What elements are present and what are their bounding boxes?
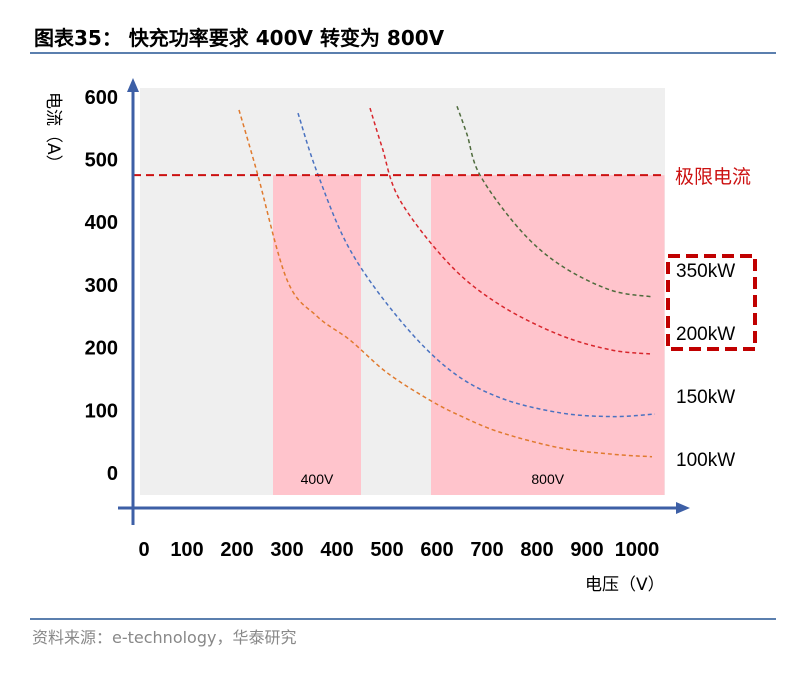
x-axis-arrow-icon: [676, 502, 690, 514]
y-tick-label: 400: [85, 212, 118, 234]
power-curve-350kW: [456, 105, 653, 298]
y-tick-label: 0: [107, 463, 118, 485]
y-axis-arrow-icon: [127, 78, 139, 92]
x-axis-title: 电压（V）: [585, 575, 665, 595]
x-tick-label: 100: [170, 539, 203, 561]
source-note: 资料来源：e-technology，华泰研究: [32, 628, 296, 647]
power-curve-150kW: [297, 112, 656, 418]
y-tick-label: 300: [85, 275, 118, 297]
figure-title: 图表35： 快充功率要求 400V 转变为 800V: [34, 26, 445, 50]
x-tick-label: 200: [220, 539, 253, 561]
x-tick-label: 700: [470, 539, 503, 561]
voltage-zone-label: 800V: [531, 471, 564, 487]
power-label: 150kW: [676, 387, 735, 408]
x-tick-label: 400: [320, 539, 353, 561]
power-label: 200kW: [676, 324, 735, 345]
limit-current-label: 极限电流: [675, 166, 751, 188]
x-tick-label: 800: [520, 539, 553, 561]
voltage-zone-400V: [273, 175, 361, 496]
power-label: 100kW: [676, 450, 735, 471]
y-tick-label: 200: [85, 338, 118, 360]
power-curve-200kW: [369, 107, 651, 355]
power-curve-100kW: [238, 109, 653, 458]
x-tick-label: 900: [570, 539, 603, 561]
power-label: 350kW: [676, 261, 735, 282]
highlight-box: [666, 254, 757, 351]
y-tick-label: 600: [85, 87, 118, 109]
y-tick-label: 100: [85, 400, 118, 422]
voltage-zone-label: 400V: [301, 471, 334, 487]
x-tick-label: 500: [370, 539, 403, 561]
voltage-zone-800V: [431, 175, 665, 496]
y-axis-title: 电流（A）: [43, 92, 63, 172]
x-tick-label: 600: [420, 539, 453, 561]
x-tick-label: 0: [138, 539, 149, 561]
y-tick-label: 500: [85, 150, 118, 172]
x-tick-label: 1000: [615, 539, 660, 561]
x-tick-label: 300: [270, 539, 303, 561]
